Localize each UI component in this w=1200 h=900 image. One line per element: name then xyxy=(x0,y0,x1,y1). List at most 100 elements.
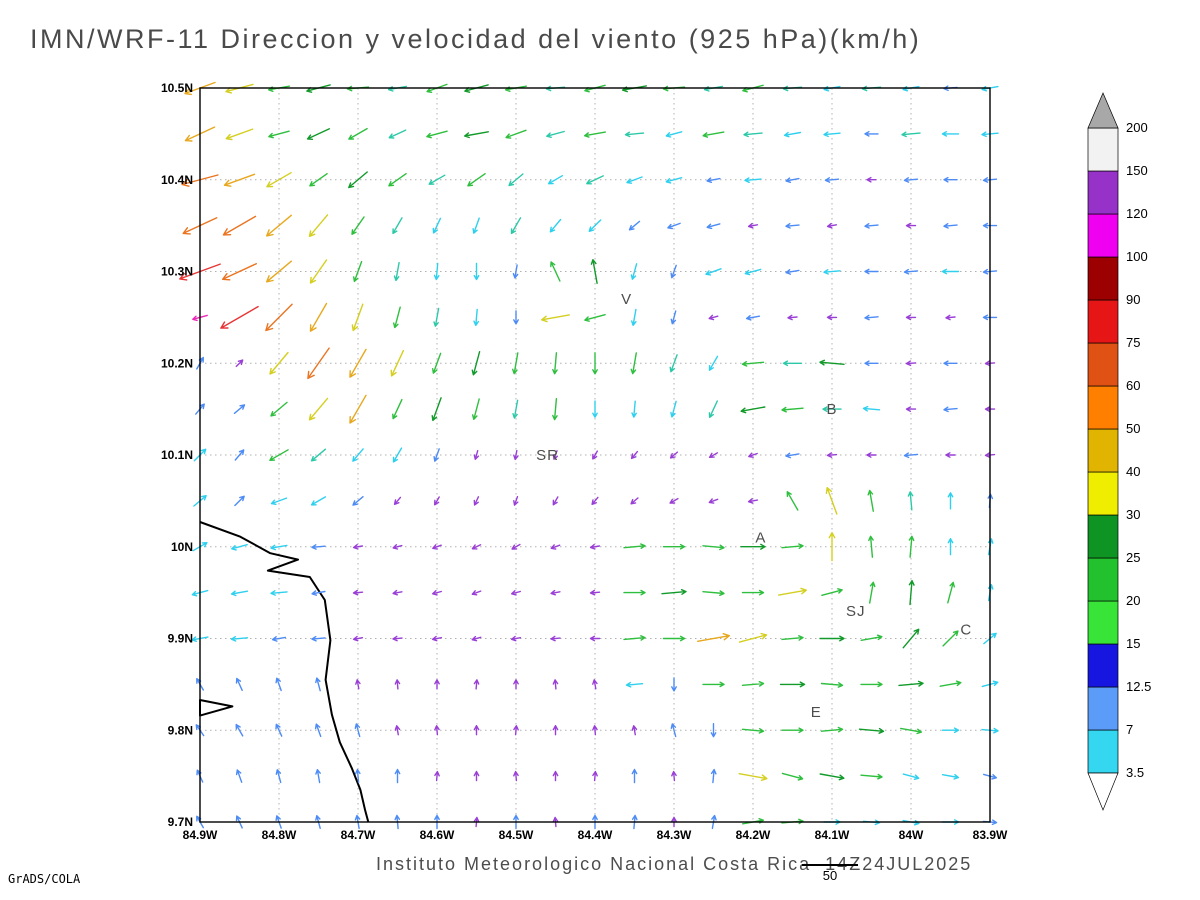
wind-arrow xyxy=(266,260,292,283)
wind-arrow xyxy=(471,544,482,550)
x-axis-tick-label: 84.8W xyxy=(262,828,297,842)
wind-arrow xyxy=(433,307,440,327)
wind-arrow xyxy=(235,677,243,691)
colorbar-segment xyxy=(1087,256,1119,301)
wind-arrow xyxy=(706,177,721,183)
wind-arrow xyxy=(513,679,519,690)
colorbar-above-arrow xyxy=(1087,92,1119,129)
wind-arrow xyxy=(858,727,885,734)
y-axis-tick-label: 10N xyxy=(171,540,193,554)
x-axis-tick-label: 84.3W xyxy=(657,828,692,842)
colorbar-label: 120 xyxy=(1126,206,1148,221)
colorbar-segment xyxy=(1087,686,1119,731)
wind-arrow xyxy=(665,177,683,184)
wind-arrow xyxy=(552,450,558,460)
wind-arrow xyxy=(432,217,442,234)
wind-arrow xyxy=(741,728,765,734)
y-axis-tick-label: 10.1N xyxy=(161,448,193,462)
wind-arrow xyxy=(472,398,480,420)
x-axis-tick-label: 84.9W xyxy=(183,828,218,842)
wind-arrow xyxy=(270,544,288,551)
wind-arrow xyxy=(394,679,401,690)
wind-arrow xyxy=(781,727,804,734)
colorbar-segment xyxy=(1087,342,1119,387)
y-axis-tick-label: 9.9N xyxy=(168,632,193,646)
wind-arrow xyxy=(270,590,288,596)
wind-arrow xyxy=(630,263,638,280)
wind-arrow xyxy=(670,400,677,418)
wind-arrow xyxy=(592,679,598,690)
wind-arrow xyxy=(941,727,960,734)
wind-arrow xyxy=(510,217,522,235)
wind-arrow xyxy=(669,497,679,504)
wind-arrow xyxy=(628,220,641,231)
wind-arrow xyxy=(549,218,562,233)
x-axis-tick-label: 84.4W xyxy=(578,828,613,842)
wind-arrow xyxy=(744,177,762,183)
x-axis-tick-label: 84.5W xyxy=(499,828,534,842)
wind-arrow xyxy=(783,131,802,138)
wind-arrow xyxy=(426,130,448,139)
wind-arrow xyxy=(741,589,765,596)
colorbar-segment xyxy=(1087,514,1119,559)
wind-arrow xyxy=(355,679,361,690)
wind-arrow xyxy=(947,538,954,556)
wind-arrow xyxy=(860,773,883,780)
wind-arrow xyxy=(824,177,840,183)
wind-arrow xyxy=(432,590,442,596)
wind-arrow xyxy=(903,268,919,275)
wind-arrow xyxy=(819,359,845,366)
wind-arrow xyxy=(513,310,519,325)
wind-arrow xyxy=(471,590,482,596)
wind-arrow xyxy=(591,496,599,505)
wind-arrow xyxy=(747,498,759,504)
wind-arrow xyxy=(464,131,489,139)
wind-arrow xyxy=(513,449,519,461)
wind-arrow xyxy=(945,314,956,321)
wind-arrow xyxy=(702,131,725,138)
wind-arrow xyxy=(392,398,403,420)
wind-arrow xyxy=(590,259,598,284)
wind-arrow xyxy=(740,543,766,550)
wind-arrow xyxy=(864,131,879,137)
wind-arrow xyxy=(826,452,838,458)
wind-arrow xyxy=(311,590,326,596)
wind-arrow xyxy=(393,261,400,282)
wind-arrow xyxy=(308,397,329,421)
wind-arrow xyxy=(862,405,881,412)
colorbar-label: 30 xyxy=(1126,507,1140,522)
plot-frame xyxy=(199,87,991,823)
y-axis-tick-label: 10.2N xyxy=(161,356,193,370)
wind-arrow xyxy=(820,726,844,733)
wind-arrow xyxy=(311,635,326,642)
wind-arrow xyxy=(623,589,646,596)
wind-arrow xyxy=(670,310,677,325)
wind-arrow xyxy=(433,262,440,281)
wind-arrow xyxy=(307,347,330,380)
wind-arrow xyxy=(550,544,561,550)
wind-arrow xyxy=(432,544,442,550)
wind-arrow xyxy=(781,772,804,781)
wind-arrow xyxy=(622,85,647,93)
wind-arrow xyxy=(348,127,368,140)
wind-arrow xyxy=(434,725,440,736)
wind-arrow xyxy=(434,496,440,506)
wind-arrow xyxy=(630,497,639,505)
wind-arrow xyxy=(550,635,561,642)
wind-arrow xyxy=(697,633,730,642)
wind-arrow xyxy=(907,491,914,511)
colorbar-segment xyxy=(1087,213,1119,258)
x-axis-tick-label: 84W xyxy=(899,828,924,842)
wind-arrow xyxy=(589,589,601,596)
wind-arrow xyxy=(821,588,843,596)
wind-arrow xyxy=(309,173,328,187)
colorbar-label: 150 xyxy=(1126,163,1148,178)
wind-arrow xyxy=(702,544,725,551)
wind-arrow xyxy=(667,222,681,230)
wind-arrow xyxy=(473,450,480,460)
wind-arrow xyxy=(702,681,725,688)
wind-arrow xyxy=(394,768,401,784)
coastline-islet xyxy=(199,699,234,717)
wind-arrow xyxy=(623,635,646,641)
wind-arrow xyxy=(669,354,678,373)
